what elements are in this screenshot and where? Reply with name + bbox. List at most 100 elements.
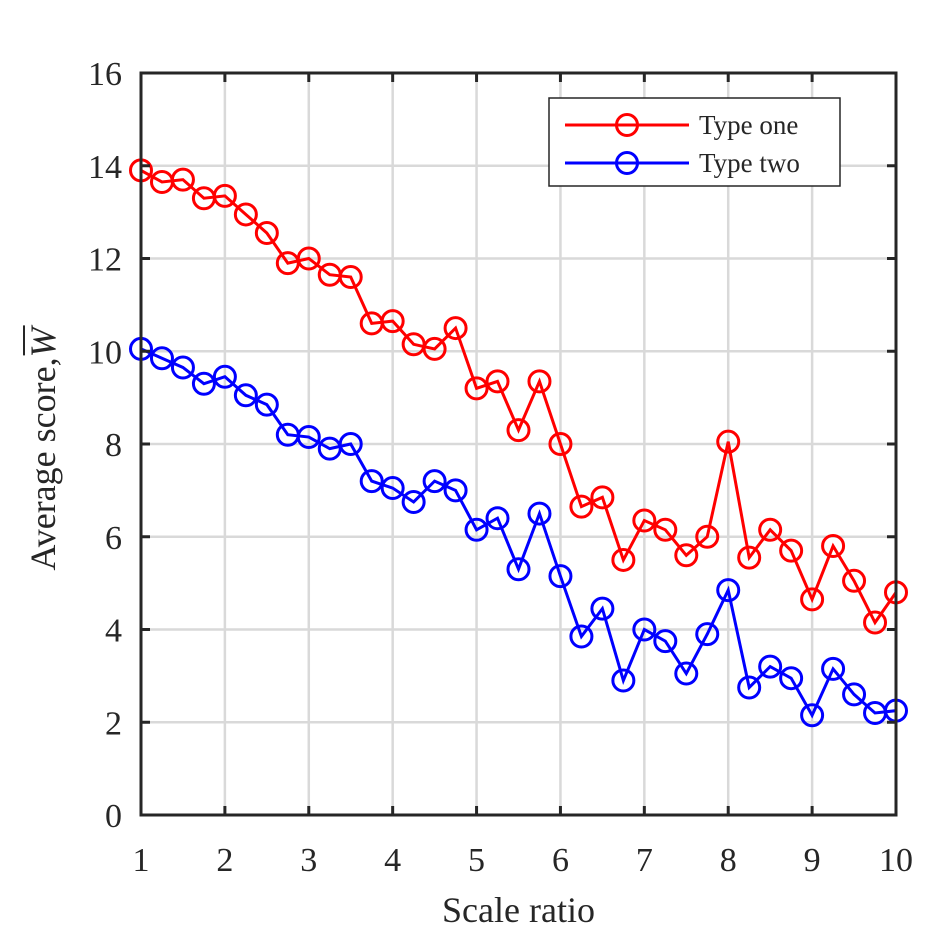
- y-tick-label: 10: [88, 334, 122, 371]
- legend-entry: Type one: [565, 110, 798, 140]
- data-point: [716, 578, 741, 603]
- series-line: [140, 347, 897, 719]
- y-tick-label: 4: [105, 613, 122, 650]
- data-point: [485, 506, 510, 531]
- data-point: [842, 682, 867, 707]
- data-point: [338, 265, 363, 290]
- data-point: [338, 432, 363, 456]
- data-point: [716, 429, 741, 454]
- data-point: [800, 703, 825, 728]
- legend: Type one Type two: [548, 97, 841, 187]
- data-point: [380, 309, 405, 334]
- data-point: [422, 469, 447, 494]
- data-point: [779, 666, 804, 691]
- x-tick-label: 10: [879, 842, 913, 879]
- x-tick-label: 5: [468, 842, 485, 879]
- data-point: [380, 476, 405, 501]
- data-point: [758, 654, 783, 679]
- data-point: [611, 668, 636, 693]
- data-point: [464, 376, 489, 401]
- data-point: [506, 557, 531, 582]
- x-tick-label: 7: [636, 842, 653, 879]
- x-tick-label: 1: [133, 842, 150, 879]
- y-axis-title-symbol: W: [23, 324, 63, 357]
- data-point: [527, 369, 552, 394]
- data-point: [191, 371, 216, 396]
- data-point: [296, 425, 321, 450]
- legend-marker: [615, 151, 639, 175]
- legend-entries: Type one Type two: [565, 110, 800, 178]
- data-point: [359, 469, 384, 494]
- y-tick-label: 16: [88, 56, 122, 93]
- data-point: [422, 336, 447, 361]
- data-point: [212, 183, 237, 208]
- data-point: [674, 543, 699, 568]
- data-point: [695, 524, 720, 549]
- data-point: [170, 167, 195, 192]
- y-axis-title: Average score,W: [23, 324, 63, 571]
- x-tick-label: 6: [552, 842, 569, 879]
- data-point: [632, 617, 657, 642]
- y-axis-title-label: Average score,: [23, 357, 63, 570]
- data-point: [737, 545, 762, 570]
- legend-marker: [615, 113, 639, 137]
- legend-label: Type two: [699, 148, 800, 178]
- data-point: [653, 629, 678, 654]
- data-point: [800, 587, 825, 612]
- y-tick-label: 0: [105, 798, 122, 835]
- data-point: [758, 517, 783, 542]
- y-tick-label: 12: [88, 242, 122, 279]
- y-tick-label: 6: [105, 520, 122, 557]
- data-point: [254, 392, 279, 417]
- data-point: [548, 432, 573, 456]
- data-point: [548, 564, 573, 589]
- x-tick-label: 9: [804, 842, 821, 879]
- x-tick-label: 2: [216, 842, 233, 879]
- x-axis-title: Scale ratio: [442, 890, 595, 930]
- data-point: [569, 494, 594, 519]
- data-point: [443, 316, 468, 341]
- data-point: [590, 596, 615, 621]
- data-point: [254, 220, 279, 245]
- data-point: [149, 346, 174, 371]
- x-tick-label: 4: [384, 842, 401, 879]
- data-point: [863, 610, 888, 635]
- data-point: [674, 661, 699, 686]
- data-point: [443, 478, 468, 503]
- tick-layer: [139, 71, 898, 817]
- data-point: [779, 538, 804, 563]
- data-point: [611, 547, 636, 572]
- data-point: [821, 534, 846, 559]
- x-tick-label: 8: [720, 842, 737, 879]
- data-point: [632, 508, 657, 533]
- legend-box: [548, 97, 841, 187]
- data-point: [296, 246, 321, 271]
- legend-label: Type one: [699, 110, 798, 140]
- data-point: [842, 568, 867, 593]
- data-point: [695, 622, 720, 647]
- data-point: [170, 355, 195, 380]
- x-tick-label: 3: [300, 842, 317, 879]
- data-point: [569, 624, 594, 649]
- series-1: [129, 158, 908, 635]
- data-point: [233, 202, 258, 227]
- data-point: [233, 383, 258, 408]
- data-point: [821, 656, 846, 681]
- y-tick-label: 14: [88, 149, 122, 186]
- series-2: [129, 336, 908, 728]
- data-point: [485, 369, 510, 394]
- data-point: [737, 675, 762, 700]
- y-tick-label: 2: [105, 705, 122, 742]
- series-line: [140, 169, 898, 626]
- data-point: [527, 501, 552, 526]
- data-point: [212, 364, 237, 389]
- data-point: [506, 418, 531, 443]
- data-point: [653, 517, 678, 542]
- y-axis-title-text: Average score,W: [23, 324, 63, 570]
- legend-entry: Type two: [565, 148, 800, 178]
- data-point: [401, 489, 426, 514]
- data-point: [464, 517, 489, 542]
